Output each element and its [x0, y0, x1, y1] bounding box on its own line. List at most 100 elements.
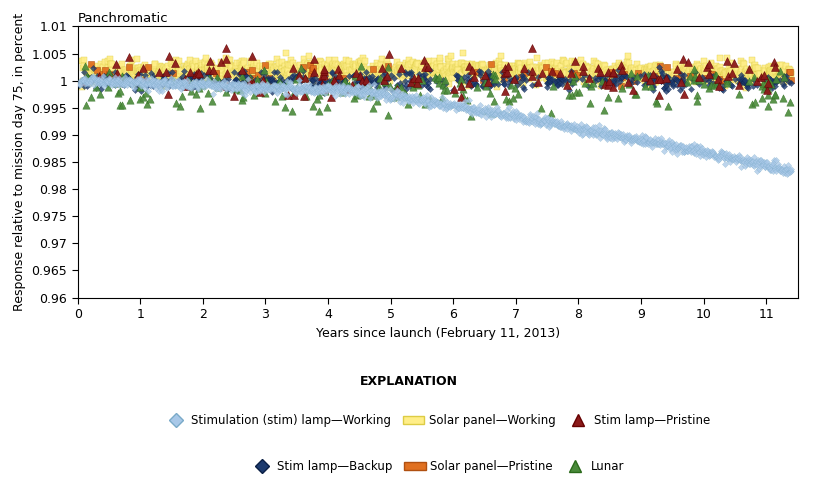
Point	[608, 132, 621, 140]
Point	[694, 67, 708, 75]
Point	[205, 97, 218, 105]
Point	[179, 80, 192, 87]
Point	[389, 63, 402, 71]
Point	[537, 69, 550, 77]
Point	[294, 72, 308, 79]
Point	[577, 71, 590, 79]
Point	[248, 76, 261, 84]
Point	[571, 71, 584, 79]
Point	[731, 156, 744, 163]
Point	[236, 89, 249, 96]
Point	[223, 61, 236, 69]
Point	[556, 76, 569, 84]
Point	[784, 167, 798, 175]
Point	[661, 74, 674, 82]
Point	[220, 82, 233, 89]
Point	[87, 75, 100, 83]
Point	[267, 66, 281, 74]
Point	[139, 75, 152, 83]
Point	[317, 85, 330, 93]
Point	[470, 105, 483, 113]
Point	[486, 72, 499, 79]
Point	[501, 111, 514, 119]
Point	[316, 72, 329, 79]
Point	[176, 75, 189, 83]
Point	[784, 66, 797, 73]
Point	[516, 70, 529, 78]
Point	[205, 82, 218, 89]
Point	[668, 72, 681, 80]
Point	[545, 59, 558, 66]
Point	[635, 140, 648, 147]
Point	[405, 96, 418, 103]
Point	[712, 80, 725, 88]
Point	[693, 77, 706, 84]
Point	[367, 87, 380, 95]
Point	[164, 59, 178, 67]
Point	[251, 80, 264, 88]
Point	[686, 70, 699, 77]
Point	[211, 81, 224, 88]
Point	[476, 65, 489, 72]
Point	[136, 78, 149, 85]
Point	[230, 67, 243, 74]
Point	[765, 167, 778, 174]
Point	[514, 78, 527, 86]
Point	[328, 68, 341, 75]
Point	[757, 66, 770, 73]
Point	[348, 61, 361, 69]
Point	[410, 61, 423, 69]
Point	[689, 148, 702, 156]
Point	[408, 79, 421, 86]
Point	[292, 71, 305, 79]
Point	[314, 88, 327, 96]
Point	[708, 153, 721, 161]
Point	[465, 105, 479, 113]
Point	[510, 65, 523, 73]
Point	[667, 74, 681, 82]
Point	[196, 81, 209, 89]
Point	[112, 76, 125, 84]
Point	[443, 101, 456, 109]
Point	[266, 74, 279, 82]
Point	[174, 85, 187, 93]
Point	[522, 117, 535, 125]
Point	[774, 167, 787, 175]
Point	[98, 79, 111, 87]
Point	[400, 93, 413, 101]
Point	[711, 80, 724, 88]
Point	[135, 80, 148, 87]
Point	[706, 79, 719, 87]
Point	[448, 89, 461, 97]
Point	[782, 165, 795, 173]
Point	[155, 81, 169, 89]
Point	[368, 66, 381, 73]
Point	[197, 83, 210, 91]
Point	[672, 65, 685, 72]
Point	[226, 63, 239, 71]
Point	[653, 63, 666, 71]
Point	[96, 73, 109, 81]
Point	[464, 108, 477, 116]
Point	[317, 77, 330, 85]
Point	[117, 79, 130, 87]
Point	[760, 77, 773, 84]
Point	[462, 75, 475, 83]
Point	[396, 67, 409, 74]
Point	[713, 54, 726, 62]
Point	[113, 101, 126, 108]
Point	[344, 67, 357, 74]
Point	[187, 67, 200, 74]
Point	[758, 81, 771, 88]
Point	[238, 70, 251, 78]
Point	[768, 67, 781, 74]
Point	[311, 63, 324, 71]
Point	[411, 74, 425, 82]
Point	[231, 83, 244, 91]
Text: Panchromatic: Panchromatic	[78, 12, 169, 25]
Point	[449, 107, 462, 114]
Point	[436, 76, 449, 84]
Point	[488, 65, 501, 73]
Point	[194, 82, 207, 89]
Point	[705, 148, 718, 156]
